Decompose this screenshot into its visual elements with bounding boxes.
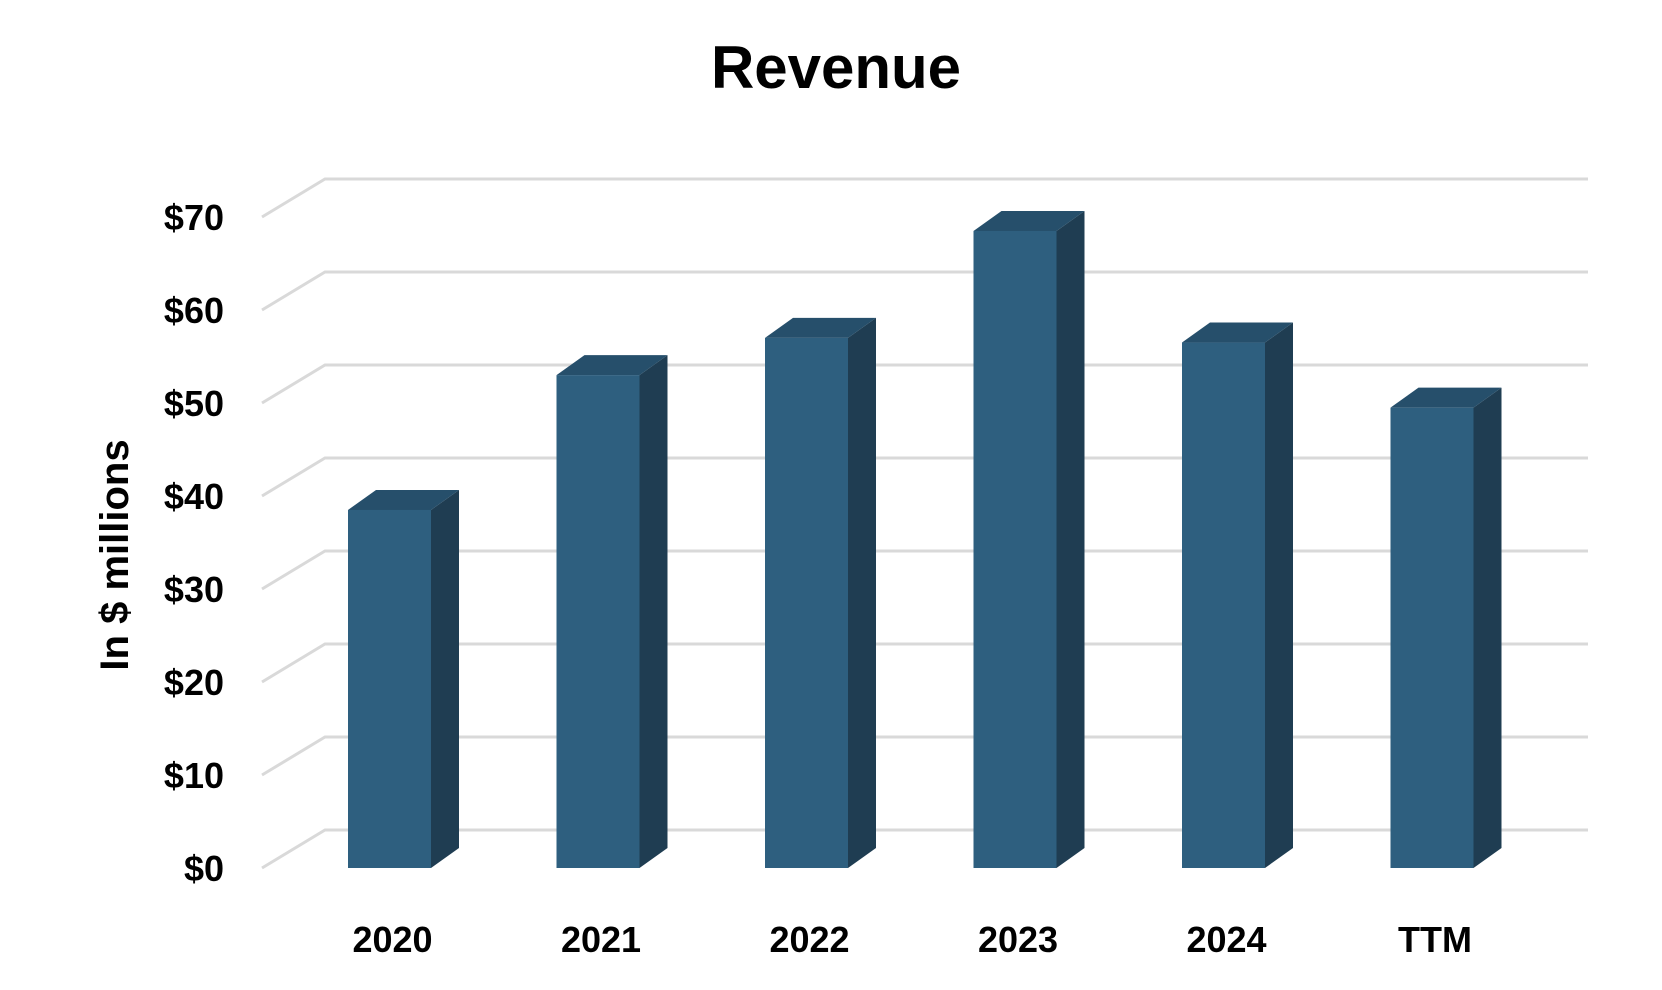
x-tick-label: 2021 <box>561 919 641 960</box>
bar-top <box>1182 322 1293 343</box>
x-tick-label: 2023 <box>978 919 1058 960</box>
bar-2021 <box>556 355 668 869</box>
y-tick-label: $0 <box>184 848 224 889</box>
bar-top <box>348 489 459 510</box>
gridline <box>261 270 1588 312</box>
x-tick-label: TTM <box>1398 919 1472 960</box>
bar-2024 <box>1182 322 1293 868</box>
x-tick-label: 2024 <box>1186 919 1266 960</box>
bar-side <box>431 489 459 868</box>
gridline <box>261 549 1588 591</box>
bar-top <box>556 355 668 376</box>
y-tick-label: $20 <box>164 662 224 703</box>
bar-side <box>848 317 876 868</box>
gridline <box>261 363 1588 405</box>
gridline <box>261 456 1588 498</box>
y-tick-label: $40 <box>164 476 224 517</box>
bar-2020 <box>348 489 459 868</box>
y-tick-label: $60 <box>164 290 224 331</box>
gridline <box>261 642 1588 684</box>
gridlines <box>261 177 1588 870</box>
bar-top <box>765 317 876 338</box>
bar-front <box>1390 407 1474 868</box>
bar-front <box>556 375 640 868</box>
gridline <box>261 735 1588 777</box>
bar-2023 <box>973 210 1085 868</box>
bar-side <box>639 355 668 869</box>
bar-top <box>973 210 1085 231</box>
x-tick-label: 2020 <box>352 919 432 960</box>
bar-front <box>1182 342 1265 868</box>
x-tick-label: 2022 <box>769 919 849 960</box>
y-tick-label: $10 <box>164 755 224 796</box>
bar-ttm <box>1390 387 1502 868</box>
y-tick-label: $70 <box>164 197 224 238</box>
bar-side <box>1056 210 1085 868</box>
bar-2022 <box>765 317 876 868</box>
y-tick-label: $50 <box>164 383 224 424</box>
y-axis-label: In $ millions <box>93 439 137 670</box>
x-axis-ticks: 2020 2021 2022 2023 2024 TTM <box>352 919 1472 960</box>
bar-front <box>973 230 1057 868</box>
gridline <box>261 177 1588 219</box>
bar-side <box>1265 322 1293 868</box>
y-axis-ticks: $0 $10 $20 $30 $40 $50 $60 $70 <box>164 197 224 889</box>
bar-front <box>765 337 848 868</box>
gridline <box>261 828 1588 870</box>
y-tick-label: $30 <box>164 569 224 610</box>
bar-front <box>348 509 431 868</box>
chart-title: Revenue <box>711 34 961 101</box>
bar-side <box>1473 387 1502 868</box>
bars <box>348 210 1502 869</box>
bar-top <box>1390 387 1502 408</box>
